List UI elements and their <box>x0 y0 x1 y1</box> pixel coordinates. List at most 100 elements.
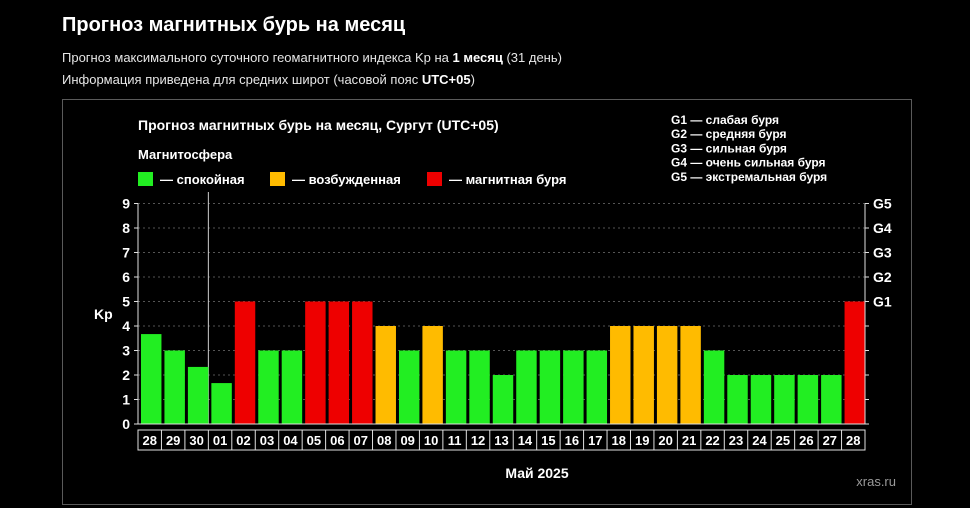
bar <box>821 375 842 424</box>
chart-title: Прогноз магнитных бурь на месяц, Сургут … <box>138 117 499 133</box>
storm-level-label: G2 — средняя буря <box>671 127 787 141</box>
bar <box>516 350 537 424</box>
y-tick-label: 0 <box>122 416 130 432</box>
x-tick-label: 01 <box>213 433 227 448</box>
y-tick-label: 7 <box>122 245 130 261</box>
legend-swatch <box>138 172 153 186</box>
x-tick-label: 02 <box>236 433 250 448</box>
x-tick-label: 29 <box>166 433 180 448</box>
x-tick-label: 30 <box>189 433 203 448</box>
x-tick-label: 08 <box>377 433 391 448</box>
kp-forecast-chart: Прогноз магнитных бурь на месяц, Сургут … <box>94 113 896 489</box>
x-tick-label: 15 <box>541 433 555 448</box>
bar <box>610 326 631 424</box>
watermark: xras.ru <box>856 474 896 489</box>
legend-swatch <box>427 172 442 186</box>
right-tick-label: G1 <box>873 294 892 310</box>
x-tick-label: 16 <box>565 433 579 448</box>
x-tick-label: 07 <box>354 433 368 448</box>
timezone-info: Информация приведена для средних широт (… <box>62 72 475 87</box>
bar <box>398 350 420 424</box>
bar <box>211 383 232 424</box>
x-tick-label: 25 <box>776 433 790 448</box>
chart-frame: Прогноз магнитных бурь на месяц, Сургут … <box>62 99 912 505</box>
x-tick-label: 03 <box>260 433 274 448</box>
x-tick-label: 26 <box>799 433 813 448</box>
bar <box>258 350 279 424</box>
x-tick-label: 27 <box>823 433 837 448</box>
bar <box>164 350 185 424</box>
x-tick-label: 19 <box>635 433 649 448</box>
bar <box>703 350 725 424</box>
bar <box>492 375 514 424</box>
legend-swatch <box>270 172 285 186</box>
x-tick-label: 20 <box>658 433 672 448</box>
bar <box>563 350 584 424</box>
bar <box>328 301 350 424</box>
right-tick-label: G4 <box>873 220 892 236</box>
x-tick-label: 05 <box>307 433 321 448</box>
x-label-strip <box>137 429 866 451</box>
x-tick-label: 28 <box>846 433 860 448</box>
x-tick-label: 18 <box>612 433 626 448</box>
x-tick-label: 21 <box>682 433 696 448</box>
bar <box>422 326 443 424</box>
storm-level-label: G4 — очень сильная буря <box>671 156 826 170</box>
storm-level-label: G3 — сильная буря <box>671 141 787 155</box>
bar <box>305 301 326 424</box>
x-tick-label: 17 <box>588 433 602 448</box>
bar <box>656 326 678 424</box>
bar <box>234 301 256 424</box>
storm-level-label: G1 — слабая буря <box>671 113 779 127</box>
bar <box>774 375 795 424</box>
x-tick-label: 22 <box>705 433 719 448</box>
x-axis-label: Май 2025 <box>505 465 568 481</box>
x-tick-label: 06 <box>330 433 344 448</box>
bar <box>633 326 654 424</box>
bar <box>375 326 396 424</box>
y-axis-label: Kp <box>94 306 113 322</box>
forecast-period: 1 месяц <box>452 50 503 65</box>
bar <box>797 375 819 424</box>
x-tick-label: 09 <box>400 433 414 448</box>
bar <box>141 334 162 424</box>
y-tick-label: 1 <box>122 392 130 408</box>
y-tick-label: 2 <box>122 367 130 383</box>
bar <box>281 350 303 424</box>
bar <box>727 375 748 424</box>
x-tick-label: 24 <box>752 433 767 448</box>
x-tick-label: 13 <box>494 433 508 448</box>
bar <box>750 375 772 424</box>
bar <box>445 350 467 424</box>
right-tick-label: G3 <box>873 245 892 261</box>
y-tick-label: 8 <box>122 220 130 236</box>
text-layer: Прогноз магнитных бурь на месяц, Сургут … <box>94 113 896 489</box>
x-tick-label: 23 <box>729 433 743 448</box>
bar <box>586 350 608 424</box>
x-tick-label: 28 <box>142 433 156 448</box>
forecast-info: Прогноз максимального суточного геомагни… <box>62 50 562 65</box>
y-tick-label: 9 <box>122 196 130 212</box>
right-tick-label: G2 <box>873 269 892 285</box>
bars-layer <box>141 301 865 424</box>
x-tick-label: 14 <box>518 433 533 448</box>
timezone: UTC+05 <box>421 72 471 87</box>
legend-label: — возбужденная <box>292 172 401 187</box>
x-tick-label: 12 <box>471 433 485 448</box>
bar <box>469 350 490 424</box>
x-tick-label: 04 <box>283 433 298 448</box>
legend-label: — спокойная <box>160 172 245 187</box>
y-tick-label: 6 <box>122 269 130 285</box>
right-tick-label: G5 <box>873 196 892 212</box>
bar <box>680 326 701 424</box>
bar <box>539 350 561 424</box>
x-tick-label: 11 <box>448 433 462 448</box>
y-tick-label: 3 <box>122 343 130 359</box>
x-tick-label: 10 <box>424 433 438 448</box>
legend-label: — магнитная буря <box>449 172 566 187</box>
y-tick-label: 4 <box>122 318 130 334</box>
page-title: Прогноз магнитных бурь на месяц <box>62 14 406 36</box>
legend-title: Магнитосфера <box>138 147 233 162</box>
y-tick-label: 5 <box>122 294 130 310</box>
storm-level-label: G5 — экстремальная буря <box>671 170 827 184</box>
